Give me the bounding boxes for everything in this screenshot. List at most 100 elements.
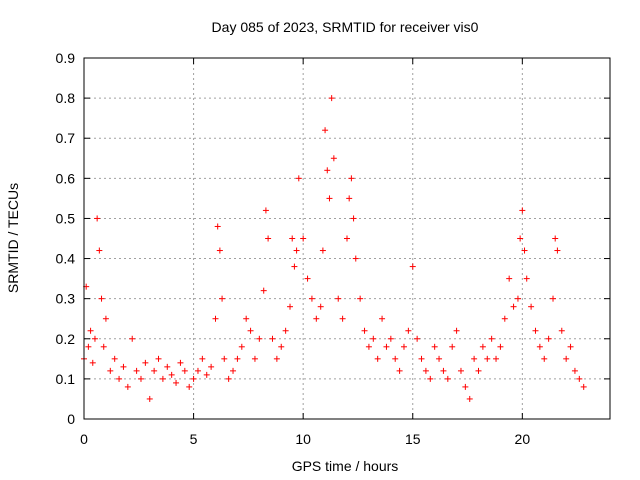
data-point <box>208 363 215 370</box>
x-tick-label: 15 <box>405 431 421 447</box>
data-point <box>295 175 302 182</box>
data-point <box>462 383 469 390</box>
data-point <box>94 215 101 222</box>
data-point <box>194 367 201 374</box>
x-tick-label: 10 <box>295 431 311 447</box>
data-point <box>532 327 539 334</box>
data-point <box>317 303 324 310</box>
data-point <box>379 315 386 322</box>
data-point <box>453 327 460 334</box>
x-tick-label: 20 <box>515 431 531 447</box>
data-point <box>493 355 500 362</box>
y-axis-label: SRMTID / TECUs <box>5 183 21 293</box>
data-point <box>216 247 223 254</box>
data-point <box>427 375 434 382</box>
y-tick-label: 0.8 <box>56 90 76 106</box>
data-point <box>137 375 144 382</box>
data-point <box>322 127 329 134</box>
data-point <box>431 343 438 350</box>
data-point <box>541 355 548 362</box>
data-point <box>203 371 210 378</box>
data-point <box>523 275 530 282</box>
data-point <box>289 235 296 242</box>
data-point <box>497 343 504 350</box>
data-point <box>418 355 425 362</box>
data-point <box>400 343 407 350</box>
data-point <box>262 207 269 214</box>
data-point <box>348 175 355 182</box>
data-point <box>488 335 495 342</box>
data-point <box>282 327 289 334</box>
y-tick-label: 0.2 <box>56 331 76 347</box>
data-point <box>567 343 574 350</box>
y-tick-label: 0.9 <box>56 50 76 66</box>
data-point <box>300 235 307 242</box>
data-point <box>291 263 298 270</box>
data-point <box>91 335 98 342</box>
data-point <box>164 363 171 370</box>
data-point <box>107 367 114 374</box>
data-point <box>308 295 315 302</box>
y-tick-label: 0 <box>67 411 75 427</box>
data-point <box>514 295 521 302</box>
x-tick-label: 0 <box>80 431 88 447</box>
data-point <box>214 223 221 230</box>
data-point <box>120 363 127 370</box>
data-point <box>528 303 535 310</box>
data-point <box>243 315 250 322</box>
data-point <box>339 315 346 322</box>
data-point <box>396 367 403 374</box>
data-point <box>186 383 193 390</box>
data-point <box>177 359 184 366</box>
data-point <box>146 395 153 402</box>
data-point <box>265 235 272 242</box>
x-tick-label: 5 <box>190 431 198 447</box>
data-point <box>260 287 267 294</box>
data-point <box>457 367 464 374</box>
data-point <box>436 355 443 362</box>
data-point <box>383 343 390 350</box>
data-point <box>370 335 377 342</box>
x-axis-label: GPS time / hours <box>292 458 399 474</box>
y-tick-label: 0.4 <box>56 251 76 267</box>
data-point <box>238 343 245 350</box>
data-point <box>326 195 333 202</box>
data-point <box>269 335 276 342</box>
data-point <box>517 235 524 242</box>
y-tick-label: 0.1 <box>56 371 76 387</box>
data-point <box>536 343 543 350</box>
data-point <box>151 367 158 374</box>
data-point <box>124 383 131 390</box>
data-point <box>550 295 557 302</box>
data-point <box>234 355 241 362</box>
data-point <box>256 335 263 342</box>
data-point <box>98 295 105 302</box>
data-point <box>102 315 109 322</box>
data-point <box>159 375 166 382</box>
y-tick-label: 0.3 <box>56 291 76 307</box>
data-point <box>521 247 528 254</box>
data-point <box>129 335 136 342</box>
data-point <box>552 235 559 242</box>
data-point <box>251 355 258 362</box>
data-point <box>346 195 353 202</box>
data-point <box>576 375 583 382</box>
data-point <box>287 303 294 310</box>
y-tick-label: 0.7 <box>56 130 76 146</box>
data-points <box>81 95 587 402</box>
data-point <box>510 303 517 310</box>
data-point <box>558 327 565 334</box>
data-point <box>335 295 342 302</box>
data-point <box>374 355 381 362</box>
data-point <box>181 367 188 374</box>
data-point <box>466 395 473 402</box>
data-point <box>392 355 399 362</box>
data-point <box>484 355 491 362</box>
data-point <box>313 315 320 322</box>
data-point <box>328 95 335 102</box>
data-point <box>278 343 285 350</box>
data-point <box>554 247 561 254</box>
data-point <box>545 335 552 342</box>
